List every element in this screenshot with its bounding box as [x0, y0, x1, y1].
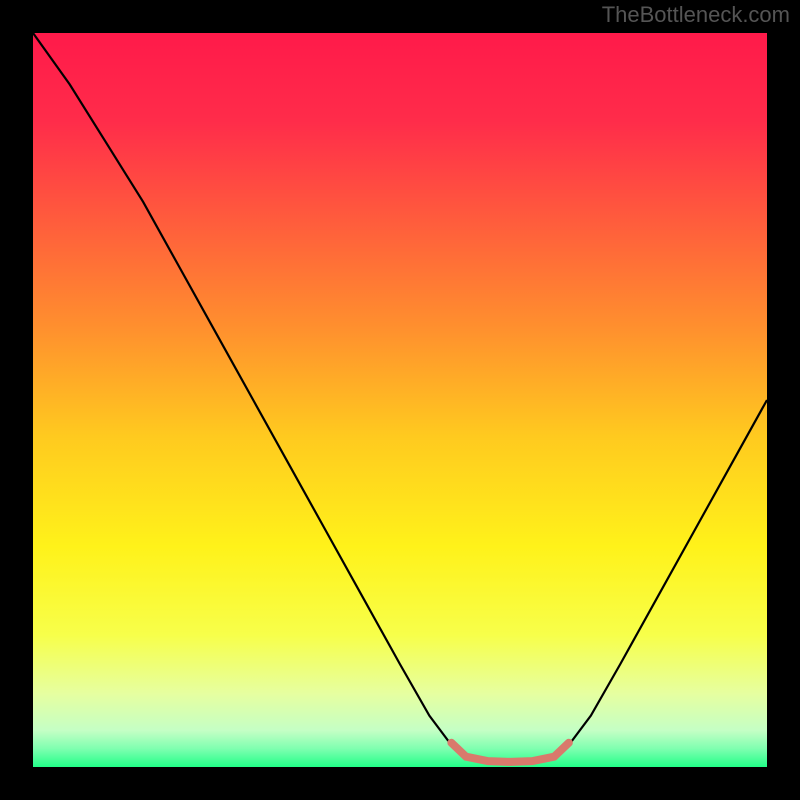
bottleneck-chart: [33, 33, 767, 767]
watermark-text: TheBottleneck.com: [602, 2, 790, 28]
gradient-background: [33, 33, 767, 767]
